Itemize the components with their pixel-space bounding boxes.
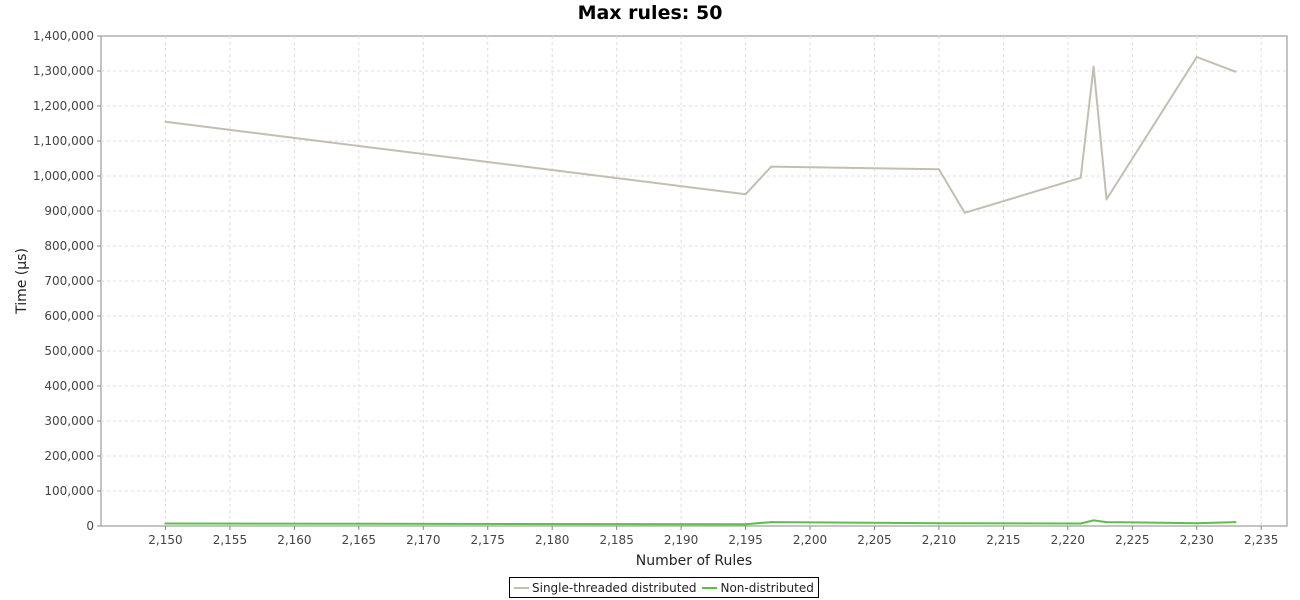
data-point	[1234, 70, 1237, 73]
data-point	[1105, 521, 1108, 524]
data-point	[1105, 198, 1108, 201]
data-point	[1092, 65, 1095, 68]
x-tick-label: 2,220	[1051, 533, 1085, 547]
y-tick-label: 1,400,000	[33, 29, 94, 43]
x-tick-label: 2,235	[1244, 533, 1278, 547]
x-tick-label: 2,200	[793, 533, 827, 547]
y-tick-label: 1,200,000	[33, 99, 94, 113]
data-point	[1079, 522, 1082, 525]
x-tick-label: 2,180	[535, 533, 569, 547]
data-point	[164, 522, 167, 525]
y-tick-label: 300,000	[44, 414, 94, 428]
data-point	[1234, 521, 1237, 524]
y-axis-title: Time (µs)	[14, 248, 30, 315]
y-tick-label: 200,000	[44, 449, 94, 463]
legend: Single-threaded distributed Non-distribu…	[509, 577, 819, 598]
series-line-0	[165, 56, 1236, 214]
y-tick-label: 700,000	[44, 274, 94, 288]
data-point	[937, 168, 940, 171]
y-tick-label: 600,000	[44, 309, 94, 323]
data-point	[164, 120, 167, 123]
x-tick-label: 2,225	[1115, 533, 1149, 547]
chart-title: Max rules: 50	[577, 2, 723, 24]
y-tick-label: 900,000	[44, 204, 94, 218]
y-tick-label: 0	[86, 519, 94, 533]
x-tick-label: 2,170	[406, 533, 440, 547]
x-tick-label: 2,195	[728, 533, 762, 547]
y-tick-label: 500,000	[44, 344, 94, 358]
data-point	[1092, 519, 1095, 522]
legend-label-non-distributed: Non-distributed	[720, 580, 814, 595]
x-tick-label: 2,215	[986, 533, 1020, 547]
x-tick-label: 2,230	[1180, 533, 1214, 547]
x-tick-label: 2,155	[213, 533, 247, 547]
x-tick-label: 2,190	[664, 533, 698, 547]
series-line-1	[165, 519, 1236, 526]
x-tick-label: 2,175	[471, 533, 505, 547]
x-tick-label: 2,210	[922, 533, 956, 547]
data-point	[1195, 56, 1198, 58]
series-lines	[164, 56, 1237, 526]
x-axis-title: Number of Rules	[636, 553, 752, 569]
legend-item-single-threaded: Single-threaded distributed	[514, 581, 696, 595]
x-tick-label: 2,160	[277, 533, 311, 547]
y-tick-label: 800,000	[44, 239, 94, 253]
legend-item-non-distributed: Non-distributed	[702, 580, 814, 595]
data-point	[1195, 522, 1198, 525]
legend-swatch-non-distributed	[702, 586, 718, 589]
y-tick-label: 100,000	[44, 484, 94, 498]
x-tick-label: 2,185	[599, 533, 633, 547]
y-tick-label: 1,000,000	[33, 169, 94, 183]
plot-area	[100, 35, 1288, 527]
data-point	[1079, 176, 1082, 179]
data-point	[744, 193, 747, 196]
data-point	[937, 522, 940, 525]
data-point	[770, 165, 773, 168]
x-tick-label: 2,205	[857, 533, 891, 547]
grid	[101, 36, 1287, 526]
data-point	[770, 521, 773, 524]
data-point	[963, 522, 966, 525]
x-tick-label: 2,150	[148, 533, 182, 547]
y-tick-label: 1,300,000	[33, 64, 94, 78]
y-tick-label: 400,000	[44, 379, 94, 393]
x-tick-label: 2,165	[342, 533, 376, 547]
legend-label-single-threaded: Single-threaded distributed	[532, 580, 697, 595]
legend-swatch-single-threaded	[514, 586, 529, 589]
data-point	[744, 523, 747, 526]
y-tick-label: 1,100,000	[33, 134, 94, 148]
axes: 0 100,000 200,000 300,000 400,000 500,000 600,…	[33, 29, 1278, 547]
data-point	[963, 211, 966, 214]
